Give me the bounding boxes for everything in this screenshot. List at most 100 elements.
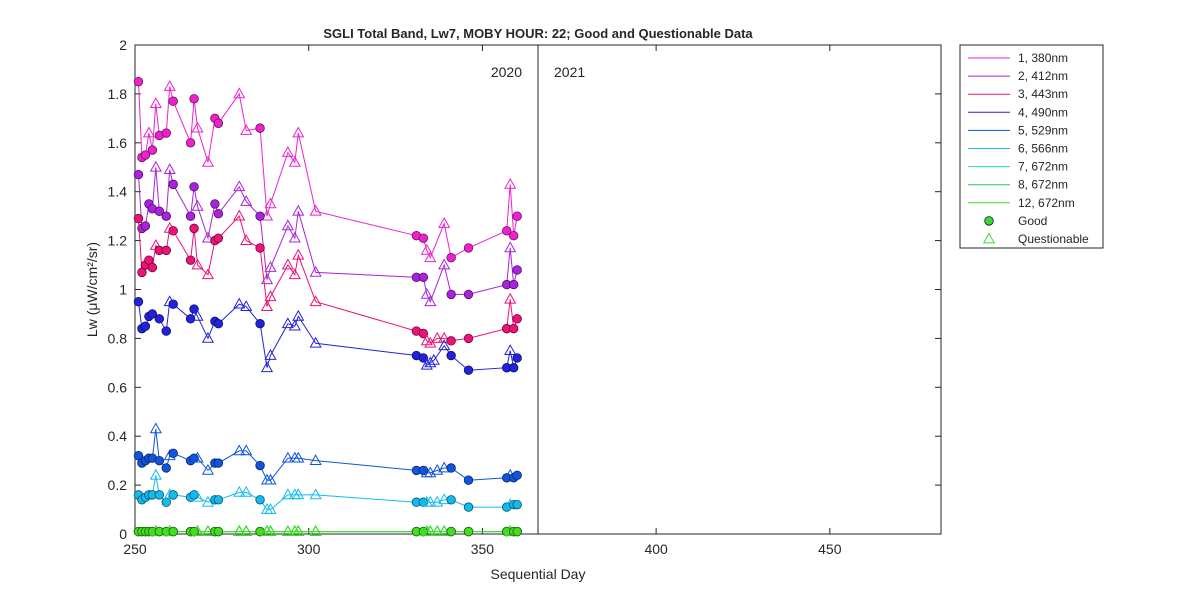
- good-point: [154, 206, 165, 216]
- questionable-point: [191, 490, 204, 502]
- good-point: [185, 211, 196, 221]
- y-tick-label: 1.2: [108, 233, 128, 249]
- questionable-point: [264, 525, 277, 536]
- questionable-point: [309, 265, 322, 277]
- y-axis-label: Lw (μW/cm²/sr): [84, 242, 100, 337]
- chart-title: SGLI Total Band, Lw7, MOBY HOUR: 22; Goo…: [323, 26, 753, 41]
- good-point: [446, 350, 456, 361]
- questionable-point: [438, 258, 451, 270]
- questionable-point: [233, 209, 246, 221]
- y-tick-label: 0.2: [108, 477, 128, 493]
- questionable-point: [233, 525, 246, 536]
- y-tick-label: 1.6: [108, 135, 128, 151]
- legend-box: [959, 44, 1104, 249]
- questionable-point: [191, 309, 204, 321]
- good-point: [418, 353, 429, 363]
- questionable-point: [233, 485, 246, 497]
- good-point: [463, 289, 474, 300]
- questionable-point: [201, 231, 215, 243]
- questionable-point: [264, 290, 277, 302]
- questionable-point: [149, 468, 162, 480]
- questionable-point: [309, 525, 322, 536]
- x-axis-label: Sequential Day: [491, 566, 586, 582]
- series-1: [133, 76, 522, 263]
- questionable-point: [264, 260, 277, 272]
- questionable-point: [427, 353, 440, 365]
- legend-questionable-marker: [982, 232, 996, 244]
- questionable-point: [264, 503, 277, 514]
- legend: 1, 380nm 2, 412nm 3, 443nm 4, 490nm 5, 529nm…: [959, 44, 1104, 249]
- good-point: [133, 76, 144, 87]
- series-line: [138, 81, 518, 259]
- questionable-point: [260, 300, 274, 311]
- questionable-point: [288, 268, 301, 280]
- questionable-point: [424, 495, 437, 507]
- questionable-point: [260, 273, 274, 285]
- questionable-point: [309, 295, 322, 307]
- good-point: [133, 297, 144, 307]
- questionable-point: [438, 339, 451, 351]
- questionable-point: [233, 87, 246, 99]
- series-layer: [133, 76, 522, 537]
- good-point: [161, 128, 171, 138]
- questionable-point: [431, 331, 444, 343]
- questionable-point: [309, 488, 322, 500]
- questionable-point: [240, 234, 253, 245]
- questionable-point: [424, 251, 437, 263]
- legend-label: 7, 672nm: [1018, 160, 1068, 174]
- questionable-point: [292, 248, 305, 260]
- x-tick-label: 300: [297, 541, 321, 557]
- questionable-point: [240, 194, 253, 206]
- good-point: [213, 495, 224, 505]
- questionable-point: [191, 121, 204, 133]
- good-point: [161, 245, 171, 256]
- questionable-point: [260, 361, 274, 373]
- questionable-point: [201, 155, 215, 167]
- good-point: [213, 233, 224, 243]
- y-tick-label: 1: [119, 282, 127, 298]
- questionable-point: [288, 319, 301, 331]
- good-point: [255, 319, 265, 329]
- good-point: [255, 211, 265, 221]
- good-point: [210, 199, 220, 209]
- good-point: [140, 321, 151, 331]
- questionable-point: [438, 216, 451, 228]
- legend-label: 2, 412nm: [1018, 69, 1068, 83]
- questionable-point: [149, 160, 162, 172]
- good-point: [446, 289, 456, 300]
- good-point: [140, 221, 151, 231]
- questionable-point: [233, 444, 246, 456]
- good-point: [418, 465, 429, 476]
- legend-label: Questionable: [1018, 232, 1089, 246]
- good-point: [154, 490, 165, 500]
- questionable-point: [281, 488, 294, 500]
- good-point: [418, 328, 429, 339]
- good-point: [168, 490, 178, 500]
- good-point: [168, 526, 178, 537]
- y-tick-label: 1.4: [108, 184, 128, 200]
- good-point: [502, 226, 512, 236]
- y-tick-label: 0.6: [108, 379, 128, 395]
- questionable-point: [233, 180, 246, 192]
- questionable-point: [191, 258, 204, 270]
- good-point: [418, 233, 429, 243]
- series-9: [133, 525, 522, 537]
- questionable-point: [240, 485, 253, 497]
- good-point: [168, 448, 178, 459]
- good-point: [161, 497, 171, 507]
- good-point: [185, 314, 196, 324]
- good-point: [147, 145, 158, 155]
- good-point: [213, 209, 224, 219]
- good-point: [189, 223, 199, 234]
- questionable-point: [163, 163, 176, 175]
- y-tick-label: 2: [119, 37, 127, 53]
- questionable-point: [504, 177, 517, 189]
- good-point: [161, 326, 171, 336]
- legend-label: 6, 566nm: [1018, 142, 1068, 156]
- series-line: [138, 167, 518, 303]
- good-point: [255, 123, 265, 133]
- good-point: [463, 365, 474, 375]
- x-tick-label: 450: [818, 541, 842, 557]
- questionable-point: [431, 525, 444, 536]
